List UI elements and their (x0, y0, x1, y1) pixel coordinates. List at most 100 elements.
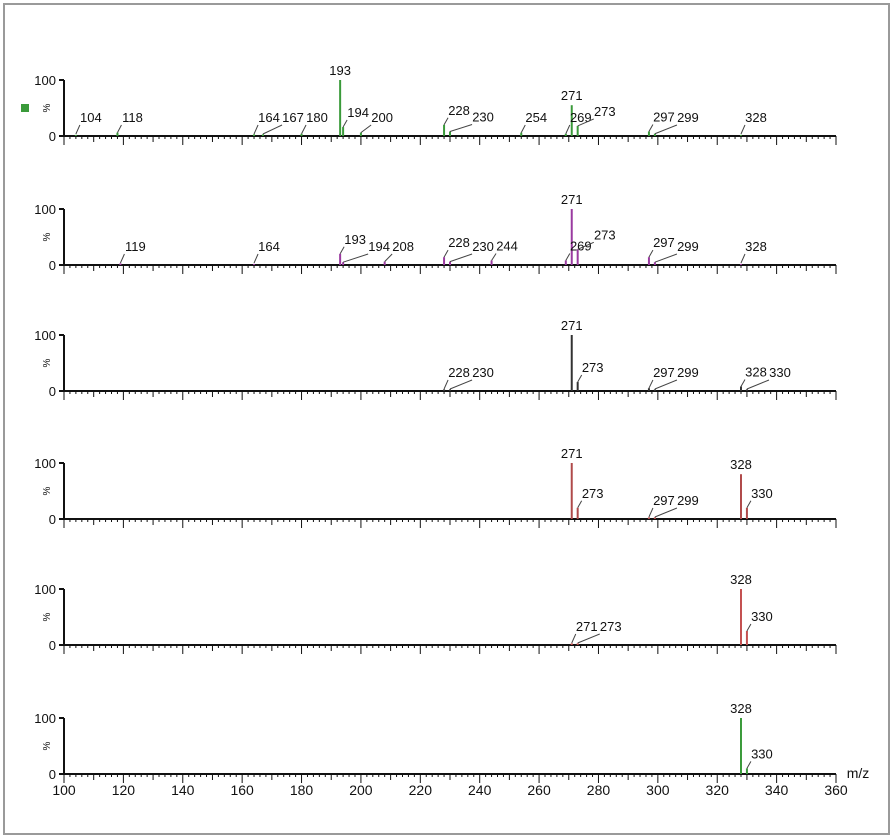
peak-label: 299 (677, 239, 699, 254)
peak-label: 328 (730, 572, 752, 587)
peak-label-leader (746, 761, 752, 769)
peak-label-leader (520, 124, 526, 133)
peak-label-leader (449, 379, 473, 390)
x-tick-label: 320 (706, 782, 730, 798)
peak-label: 273 (594, 227, 616, 242)
peak-label: 104 (80, 110, 102, 125)
peak-label: 269 (570, 239, 592, 254)
peak-label: 273 (594, 104, 616, 119)
peak-label: 273 (582, 360, 604, 375)
peak-label: 194 (347, 105, 369, 120)
y-axis-percent-label: % (42, 103, 53, 112)
peak-label-leader (571, 633, 577, 644)
x-tick-label: 240 (468, 782, 492, 798)
peak-label: 269 (570, 110, 592, 125)
peak-label: 271 (561, 446, 583, 461)
x-axis-label: m/z (847, 765, 870, 781)
x-tick-label: 360 (824, 782, 848, 798)
x-tick-label: 260 (527, 782, 551, 798)
peak-label: 119 (125, 239, 146, 254)
peak-label-leader (75, 124, 81, 135)
peak-label-leader (565, 253, 571, 261)
y-tick-label-100: 100 (34, 582, 56, 597)
peak-label-leader (740, 253, 746, 264)
peak-label-leader (253, 253, 259, 264)
peak-label: 271 (561, 88, 583, 103)
series-marker (21, 104, 29, 112)
y-axis-percent-label: % (42, 486, 53, 495)
peak-label: 194 (368, 239, 390, 254)
peak-label: 299 (677, 110, 699, 125)
peak-label-leader (360, 124, 372, 134)
peak-label-leader (746, 500, 752, 509)
y-tick-label-0: 0 (49, 258, 56, 273)
peak-label-leader (577, 633, 600, 644)
peak-label-leader (342, 253, 369, 263)
peak-label: 271 (561, 192, 583, 207)
peak-label: 297 (653, 493, 675, 508)
peak-label-leader (384, 253, 393, 262)
x-tick-label: 300 (646, 782, 670, 798)
peak-label: 299 (677, 493, 699, 508)
peak-label-leader (119, 253, 125, 264)
peak-label: 208 (392, 239, 414, 254)
y-tick-label-100: 100 (34, 73, 56, 88)
peak-label: 228 (448, 103, 470, 118)
peak-label-leader (648, 507, 654, 518)
y-axis-percent-label: % (42, 232, 53, 241)
peak-label: 228 (448, 365, 470, 380)
peak-label: 328 (730, 457, 752, 472)
peak-label-leader (654, 507, 678, 518)
figure-frame (3, 3, 890, 835)
peak-label: 193 (344, 232, 366, 247)
peak-label-leader (746, 623, 752, 632)
peak-label: 297 (653, 365, 675, 380)
peak-label-leader (577, 118, 594, 127)
peak-label-leader (654, 253, 678, 263)
peak-label-leader (339, 246, 345, 255)
peak-label-leader (654, 379, 678, 390)
peak-label: 167 (282, 110, 304, 125)
peak-label-leader (648, 379, 654, 389)
peak-label: 330 (751, 609, 773, 624)
peak-label: 328 (730, 701, 752, 716)
y-tick-label-100: 100 (34, 711, 56, 726)
y-axis-percent-label: % (42, 612, 53, 621)
y-tick-label-0: 0 (49, 384, 56, 399)
peak-label-leader (746, 379, 770, 390)
y-tick-label-100: 100 (34, 456, 56, 471)
y-axis-percent-label: % (42, 741, 53, 750)
peak-label: 200 (371, 110, 393, 125)
peak-label: 254 (525, 110, 547, 125)
peak-label-leader (740, 124, 746, 135)
x-tick-label: 340 (765, 782, 789, 798)
x-tick-label: 140 (171, 782, 195, 798)
peak-label-leader (117, 124, 122, 133)
x-tick-label: 180 (290, 782, 314, 798)
x-tick-label: 120 (112, 782, 136, 798)
y-tick-label-100: 100 (34, 328, 56, 343)
x-tick-label: 100 (52, 782, 76, 798)
peak-label: 273 (582, 486, 604, 501)
peak-label-leader (648, 249, 654, 258)
peak-label: 230 (472, 110, 494, 125)
y-tick-label-100: 100 (34, 202, 56, 217)
peak-label-leader (443, 379, 449, 390)
peak-label-leader (648, 124, 654, 132)
y-tick-label-0: 0 (49, 767, 56, 782)
peak-label-leader (565, 124, 571, 134)
y-tick-label-0: 0 (49, 638, 56, 653)
peak-label-leader (443, 117, 449, 126)
peak-label: 330 (751, 746, 773, 761)
peak-label-leader (740, 379, 746, 387)
peak-label-leader (491, 253, 497, 261)
x-tick-label: 200 (349, 782, 373, 798)
peak-label: 299 (677, 365, 699, 380)
peak-label: 193 (329, 63, 351, 78)
peak-label-leader (301, 124, 307, 134)
peak-label-leader (577, 500, 583, 509)
x-tick-label: 160 (230, 782, 254, 798)
peak-label-leader (443, 249, 449, 258)
peak-label: 330 (769, 365, 791, 380)
